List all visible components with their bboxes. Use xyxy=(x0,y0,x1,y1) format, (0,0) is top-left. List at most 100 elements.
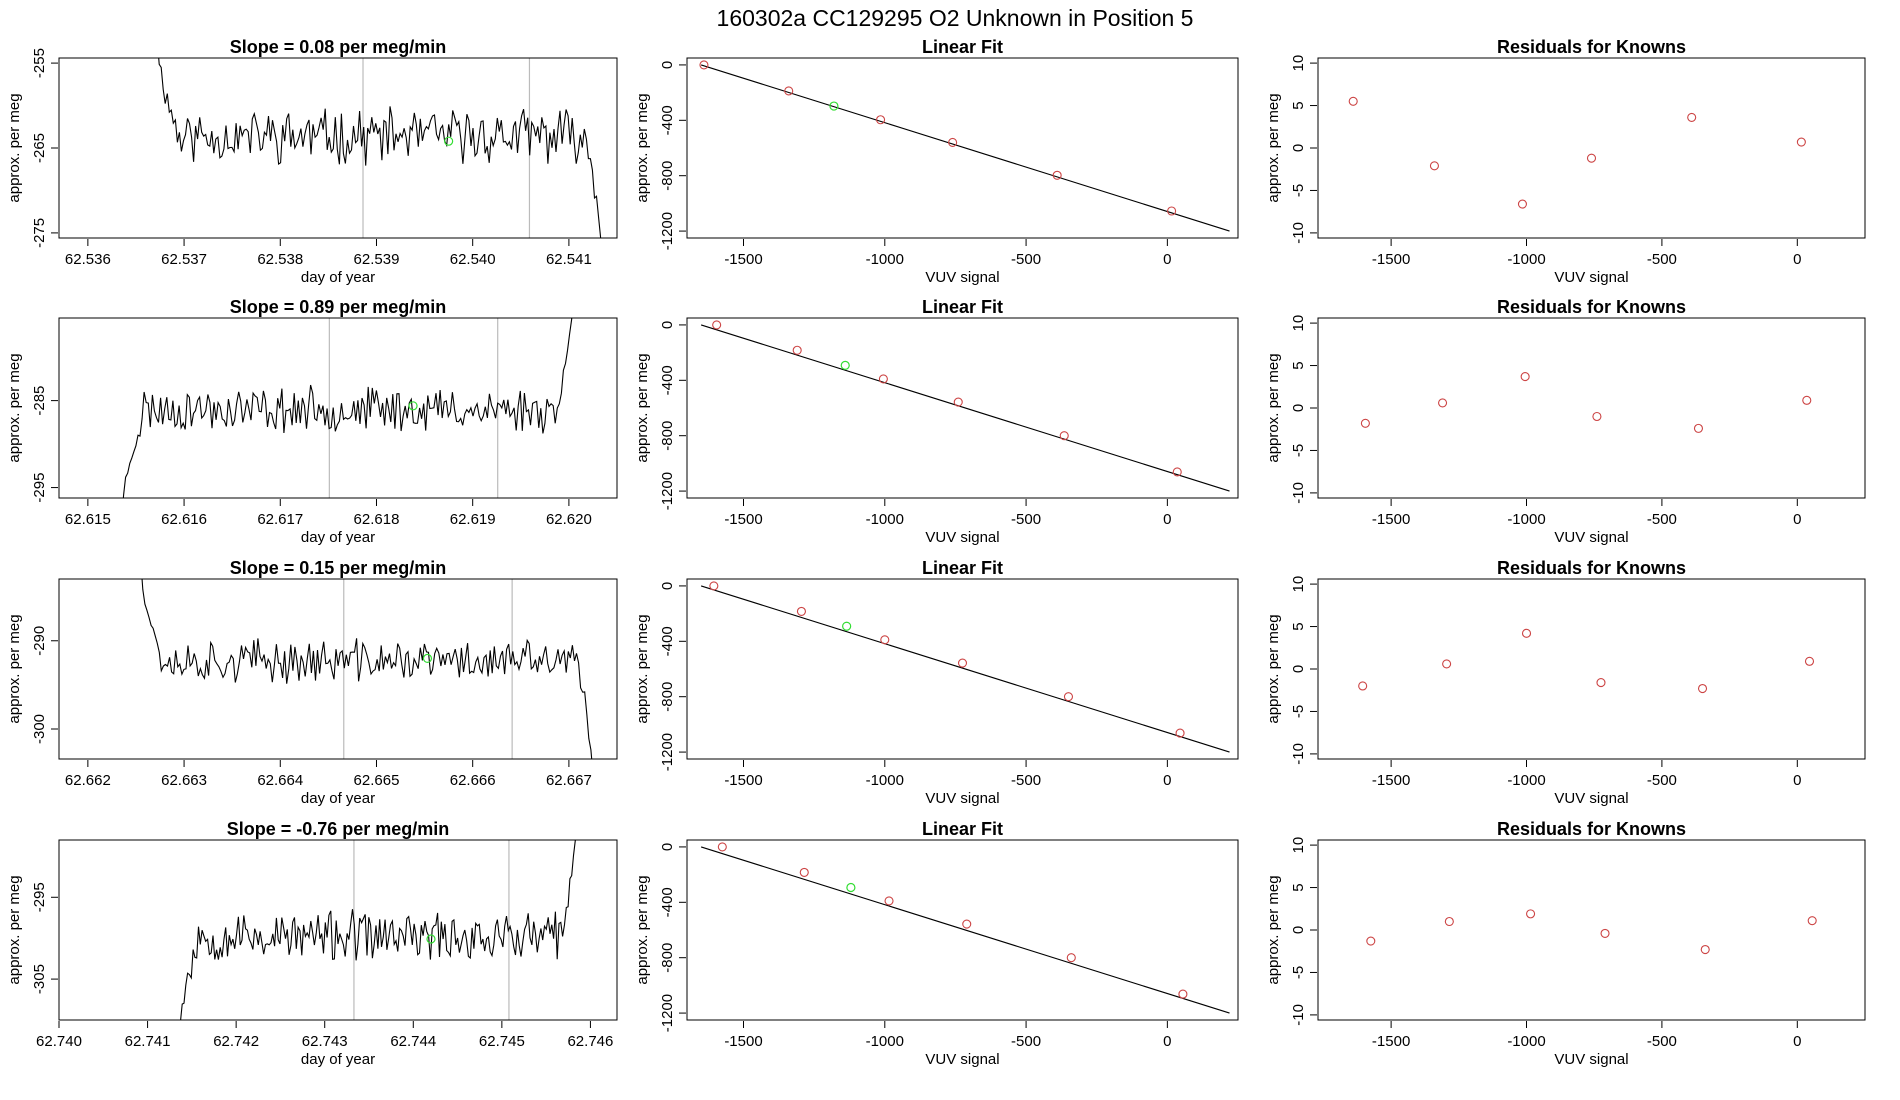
x-tick-label: 62.618 xyxy=(354,511,400,528)
known-point xyxy=(1592,411,1602,422)
plot-area xyxy=(158,58,602,238)
known-point xyxy=(784,86,794,96)
x-tick-label: 62.740 xyxy=(36,1033,82,1050)
y-tick-label: -1200 xyxy=(659,733,676,771)
panel-4-1: Slope = -0.76 per meg/min 62.740 62.741 62.… xyxy=(6,819,618,1068)
plot-frame xyxy=(58,839,618,1021)
x-tick-label: 62.619 xyxy=(450,511,496,528)
known-point xyxy=(699,60,709,70)
known-point xyxy=(1693,423,1704,433)
x-tick-label: -500 xyxy=(1647,1033,1677,1050)
y-tick-label: -10 xyxy=(1290,1004,1307,1026)
plot-area xyxy=(700,320,1230,492)
known-point xyxy=(1438,398,1448,408)
panel-grid: Slope = 0.08 per meg/min 62.536 62.537 62.5… xyxy=(6,37,1866,1068)
x-tick-label: -1500 xyxy=(1372,1033,1410,1050)
x-tick-label: 62.540 xyxy=(450,251,496,268)
known-point xyxy=(799,867,809,877)
x-tick-label: 62.538 xyxy=(257,251,303,268)
fit-line xyxy=(700,324,1230,492)
plot-area xyxy=(1360,372,1812,433)
x-tick-label: -500 xyxy=(1011,1033,1041,1050)
x-tick-label: -500 xyxy=(1647,772,1677,789)
y-tick-label: 5 xyxy=(1290,361,1307,369)
y-axis-label: approx. per meg xyxy=(6,353,23,462)
y-tick-label: 10 xyxy=(1290,837,1307,854)
known-point xyxy=(1167,206,1177,216)
plot-frame xyxy=(686,57,1239,239)
unknown-point xyxy=(840,360,850,370)
known-point xyxy=(1178,989,1188,999)
x-tick-label: 62.742 xyxy=(213,1033,259,1050)
panel-2-1: Slope = 0.89 per meg/min 62.615 62.616 62.6… xyxy=(6,297,618,546)
panel-1-3: Residuals for Knowns -1500 -1000 -500 0 VUV s… xyxy=(1265,37,1866,286)
panel-2-2: Linear Fit -1500 -1000 -500 0 VUV signal 0 -400… xyxy=(634,297,1239,546)
known-point xyxy=(796,606,806,616)
x-tick-label: -1500 xyxy=(724,251,762,268)
plot-frame xyxy=(686,578,1239,760)
data-series-line xyxy=(141,579,593,759)
known-point xyxy=(1796,137,1806,147)
x-tick-label: -1500 xyxy=(724,511,762,528)
y-tick-label: 0 xyxy=(659,61,676,69)
x-axis-label: VUV signal xyxy=(925,1051,999,1068)
y-axis-label: approx. per meg xyxy=(1265,614,1282,723)
known-point xyxy=(1687,112,1697,122)
y-tick-label: 5 xyxy=(1290,622,1307,630)
x-tick-label: -1000 xyxy=(1507,251,1545,268)
y-tick-label: -285 xyxy=(31,386,48,416)
panel-title: Linear Fit xyxy=(922,819,1003,839)
x-tick-label: 0 xyxy=(1793,251,1801,268)
plot-frame xyxy=(1317,317,1866,499)
y-axis-label: approx. per meg xyxy=(634,875,651,984)
known-point xyxy=(880,635,890,645)
panel-3-2: Linear Fit -1500 -1000 -500 0 VUV signal 0 -400… xyxy=(634,558,1239,807)
known-point xyxy=(1360,418,1370,428)
y-tick-label: -1200 xyxy=(659,472,676,510)
x-tick-label: 62.666 xyxy=(450,772,496,789)
x-tick-label: -500 xyxy=(1011,772,1041,789)
panel-title: Linear Fit xyxy=(922,37,1003,57)
known-point xyxy=(1521,628,1532,638)
x-axis-label: VUV signal xyxy=(1554,1051,1628,1068)
x-tick-label: 0 xyxy=(1793,772,1801,789)
y-tick-label: 5 xyxy=(1290,883,1307,891)
plot-area xyxy=(180,840,576,1020)
y-tick-label: -800 xyxy=(659,161,676,191)
data-series-line xyxy=(180,840,576,1020)
x-tick-label: 0 xyxy=(1163,511,1171,528)
known-point xyxy=(1600,928,1610,938)
panel-title: Residuals for Knowns xyxy=(1497,558,1686,578)
fit-line xyxy=(700,64,1230,232)
x-tick-label: -1000 xyxy=(1507,511,1545,528)
panel-title: Slope = 0.89 per meg/min xyxy=(230,297,447,317)
fit-line xyxy=(700,585,1230,753)
known-point xyxy=(1063,692,1074,702)
known-point xyxy=(1700,944,1710,955)
known-point xyxy=(1517,199,1527,209)
x-tick-label: -500 xyxy=(1011,511,1041,528)
x-tick-label: 62.616 xyxy=(161,511,207,528)
known-point xyxy=(709,581,719,591)
y-axis-label: approx. per meg xyxy=(1265,93,1282,202)
unknown-point xyxy=(842,621,852,631)
known-point xyxy=(1444,916,1454,927)
x-axis-label: VUV signal xyxy=(1554,790,1628,807)
plot-frame xyxy=(1317,57,1866,239)
x-tick-label: -1000 xyxy=(1507,772,1545,789)
panel-title: Residuals for Knowns xyxy=(1497,819,1686,839)
x-tick-label: 62.537 xyxy=(161,251,207,268)
known-point xyxy=(878,374,888,384)
y-tick-label: -800 xyxy=(659,421,676,451)
y-axis-label: approx. per meg xyxy=(634,93,651,202)
y-axis-label: approx. per meg xyxy=(1265,353,1282,462)
x-axis-label: VUV signal xyxy=(1554,269,1628,286)
x-tick-label: 0 xyxy=(1163,251,1171,268)
x-tick-label: -1000 xyxy=(1507,1033,1545,1050)
x-axis-label: VUV signal xyxy=(925,269,999,286)
known-point xyxy=(1066,953,1076,963)
x-tick-label: -500 xyxy=(1647,251,1677,268)
data-series-line xyxy=(122,318,573,498)
plot-area xyxy=(1358,628,1815,694)
